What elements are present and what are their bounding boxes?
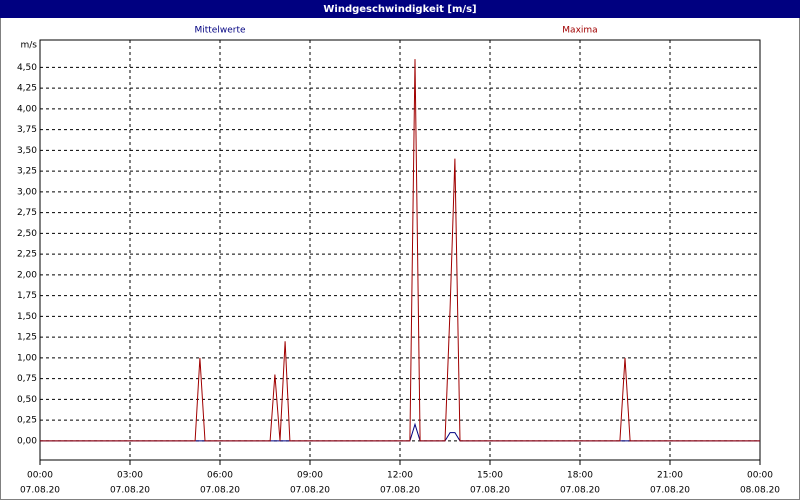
y-tick-label: 2,75 [17, 208, 37, 218]
x-tick-date: 07.08.20 [380, 486, 420, 496]
x-tick-label: 00:00 [27, 471, 53, 481]
y-tick-label: 4,25 [17, 84, 37, 94]
y-tick-label: 2,25 [17, 250, 37, 260]
y-tick-label: 4,50 [17, 63, 37, 73]
x-tick-label: 18:00 [567, 471, 593, 481]
legend-entry: Mittelwerte [194, 26, 245, 36]
x-tick-label: 15:00 [477, 471, 503, 481]
y-tick-label: 3,50 [17, 146, 37, 156]
y-tick-label: 0,25 [17, 416, 37, 426]
y-axis-label: m/s [21, 41, 38, 51]
y-tick-label: 0,50 [17, 395, 37, 405]
y-tick-label: 3,00 [17, 187, 37, 197]
x-tick-date: 08.08.20 [740, 486, 780, 496]
x-tick-label: 09:00 [297, 471, 323, 481]
y-tick-label: 1,75 [17, 291, 37, 301]
y-tick-label: 0,75 [17, 374, 37, 384]
x-tick-label: 21:00 [657, 471, 683, 481]
x-tick-label: 06:00 [207, 471, 233, 481]
x-tick-date: 07.08.20 [470, 486, 510, 496]
y-tick-label: 3,25 [17, 167, 37, 177]
y-tick-label: 0,00 [17, 436, 37, 446]
x-tick-date: 07.08.20 [110, 486, 150, 496]
series-line [40, 59, 760, 442]
y-tick-label: 3,75 [17, 125, 37, 135]
y-tick-label: 1,25 [17, 333, 37, 343]
x-tick-label: 00:00 [747, 471, 773, 481]
y-tick-label: 4,00 [17, 104, 37, 114]
legend-entry: Maxima [562, 26, 597, 36]
title-bar [0, 0, 800, 18]
x-tick-date: 07.08.20 [560, 486, 600, 496]
y-tick-label: 1,50 [17, 312, 37, 322]
x-tick-date: 07.08.20 [200, 486, 240, 496]
x-tick-label: 03:00 [117, 471, 143, 481]
x-tick-date: 07.08.20 [20, 486, 60, 496]
chart-title: Windgeschwindigkeit [m/s] [323, 4, 476, 15]
x-tick-date: 07.08.20 [290, 486, 330, 496]
x-tick-label: 12:00 [387, 471, 413, 481]
x-tick-date: 07.08.20 [650, 486, 690, 496]
y-tick-label: 2,00 [17, 270, 37, 280]
y-tick-label: 1,00 [17, 353, 37, 363]
y-tick-label: 2,50 [17, 229, 37, 239]
